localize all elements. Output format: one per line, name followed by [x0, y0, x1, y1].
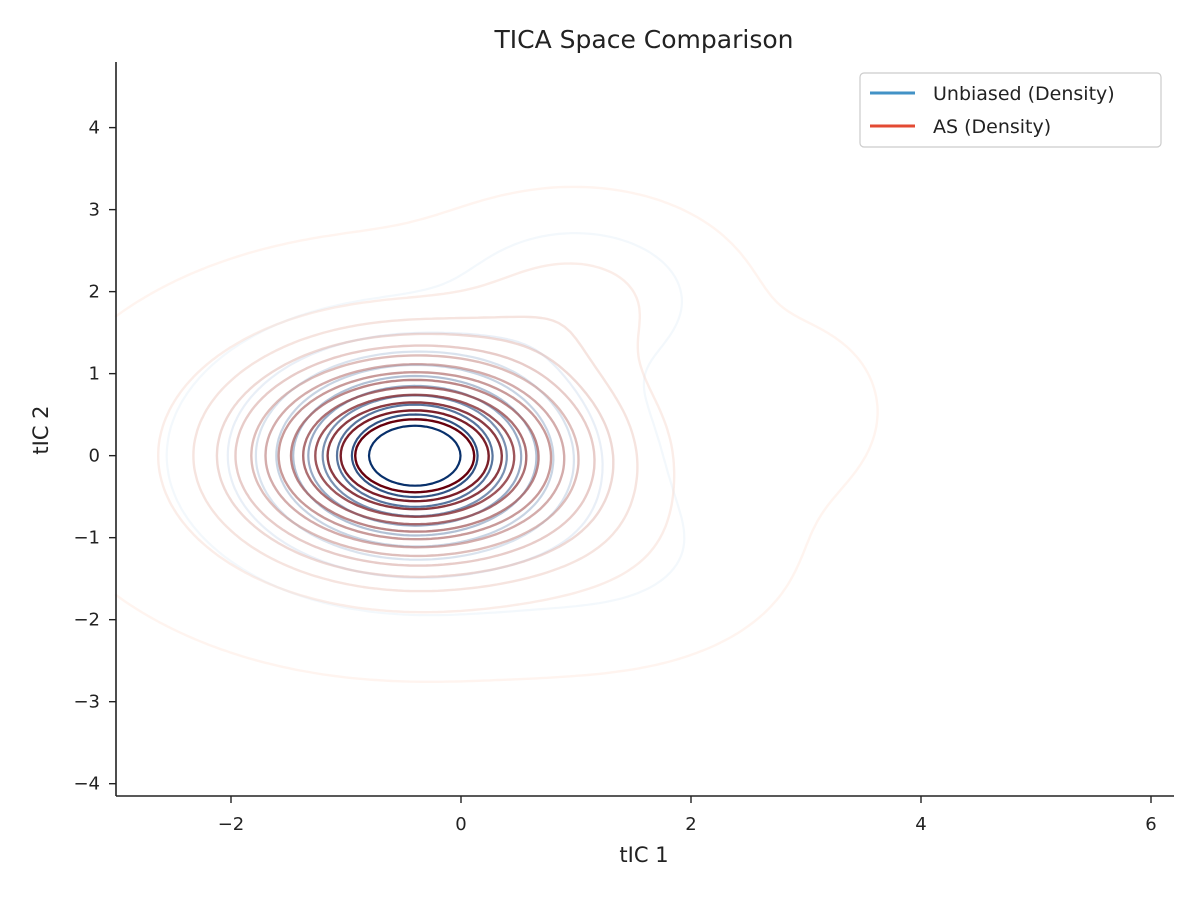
contour-line — [289, 378, 540, 533]
x-tick-label: −2 — [218, 814, 245, 835]
y-tick-label: −4 — [73, 774, 100, 795]
x-tick-label: 4 — [915, 814, 926, 835]
y-axis-label: tIC 2 — [29, 405, 53, 454]
contour-line — [114, 185, 879, 683]
contour-line — [339, 409, 490, 503]
contour-line — [264, 363, 566, 549]
contour-line — [250, 354, 580, 558]
chart-title: TICA Space Comparison — [494, 25, 794, 54]
y-tick-label: −3 — [73, 692, 100, 713]
contour-line — [275, 363, 555, 548]
contour-line — [314, 393, 516, 518]
contour-line — [234, 344, 596, 567]
y-tick-label: 4 — [89, 118, 100, 139]
series-as-contours — [114, 185, 879, 683]
contour-line — [165, 232, 686, 617]
contour-line — [335, 403, 494, 508]
y-axis-ticks: −4 −3 −2 −1 0 1 2 3 4 — [73, 118, 116, 795]
x-axis-label: tIC 1 — [619, 843, 668, 867]
contour-line — [157, 262, 676, 614]
contour-line — [302, 386, 528, 526]
legend: Unbiased (Density) AS (Density) — [859, 72, 1162, 148]
contour-line — [326, 401, 503, 511]
contour-line — [226, 331, 604, 579]
contour-line — [215, 332, 615, 579]
contour-line — [367, 424, 462, 487]
x-tick-label: 0 — [455, 814, 466, 835]
x-tick-label: 2 — [685, 814, 696, 835]
contour-line — [192, 315, 639, 593]
y-tick-label: −2 — [73, 610, 100, 631]
y-tick-label: 0 — [89, 446, 100, 467]
x-tick-label: 6 — [1145, 814, 1156, 835]
legend-label-unbiased: Unbiased (Density) — [933, 83, 1115, 105]
x-axis-ticks: −2 0 2 4 6 — [218, 796, 1157, 835]
y-tick-label: −1 — [73, 528, 100, 549]
legend-frame — [859, 72, 1162, 148]
legend-label-as: AS (Density) — [933, 116, 1051, 138]
y-tick-label: 2 — [89, 282, 100, 303]
contour-line — [354, 418, 476, 494]
y-tick-label: 1 — [89, 364, 100, 385]
contour-line — [350, 413, 479, 499]
contour-line — [277, 371, 553, 541]
y-tick-label: 3 — [89, 200, 100, 221]
